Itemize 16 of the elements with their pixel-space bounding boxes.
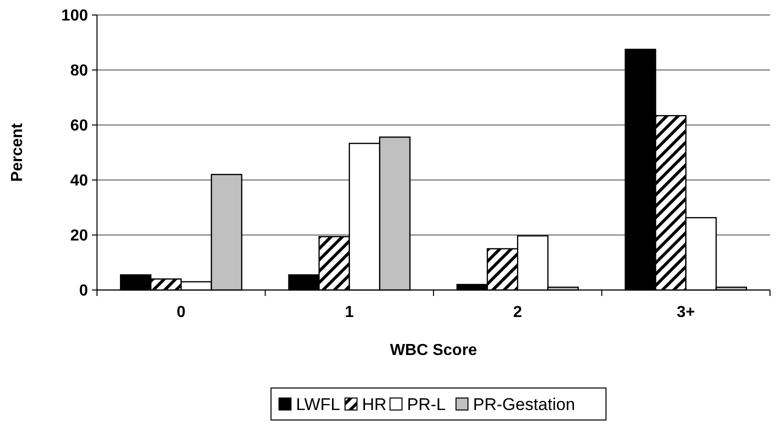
y-tick-label: 40 [70, 172, 88, 190]
legend-label: PR-Gestation [473, 394, 576, 414]
y-axis-title: Percent [9, 122, 26, 182]
x-tick-label: 0 [176, 304, 186, 321]
y-tick-label: 80 [70, 62, 88, 80]
y-tick-label: 100 [61, 8, 88, 25]
x-tick-label: 2 [513, 304, 522, 321]
y-tick-label: 60 [70, 118, 88, 135]
x-tick-label: 3+ [676, 304, 695, 321]
legend-label: LWFL [296, 394, 340, 414]
legend-label: PR-L [407, 394, 446, 414]
y-tick-label: 0 [79, 282, 88, 300]
x-tick-label: 1 [344, 304, 354, 321]
legend-label: HR [362, 394, 387, 414]
y-tick-label: 20 [70, 228, 88, 245]
x-axis-title: WBC Score [390, 342, 478, 359]
